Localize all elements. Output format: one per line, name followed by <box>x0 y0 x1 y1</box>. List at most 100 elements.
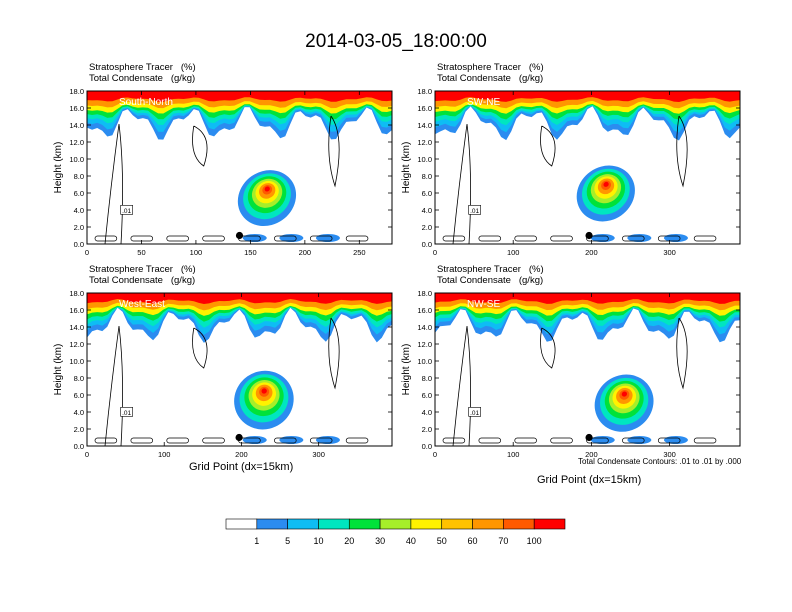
svg-text:.01: .01 <box>470 208 479 215</box>
colorbar-label: 40 <box>406 536 416 546</box>
y-axis-title: Height (km) <box>53 142 64 194</box>
y-tick-label: 8.0 <box>74 374 84 383</box>
plot-frame <box>434 292 741 447</box>
contour-label: .01 <box>468 407 481 417</box>
x-tick-label: 150 <box>244 248 257 257</box>
header-line2: Total Condensate (g/kg) <box>437 73 544 84</box>
y-tick-label: 2.0 <box>74 223 84 232</box>
colorbar-swatch <box>318 518 350 530</box>
header-line1: Stratosphere Tracer (%) <box>89 62 196 73</box>
plot-area: .01 <box>87 91 392 244</box>
colorbar-label: 60 <box>468 536 478 546</box>
y-tick-label: 16.0 <box>69 104 84 113</box>
panel-header-nw-se: Stratosphere Tracer (%) Total Condensate … <box>437 264 544 286</box>
panel-header-sw-ne: Stratosphere Tracer (%) Total Condensate … <box>437 62 544 84</box>
x-tick-label: 200 <box>299 248 312 257</box>
svg-text:.01: .01 <box>470 410 479 417</box>
y-tick-label: 18.0 <box>417 87 432 96</box>
y-tick-label: 16.0 <box>417 306 432 315</box>
y-axis-title: Height (km) <box>401 142 412 194</box>
panel-name: NW-SE <box>467 299 500 310</box>
header-line1: Stratosphere Tracer (%) <box>89 264 196 275</box>
y-tick-label: 14.0 <box>417 121 432 130</box>
y-tick-label: 10.0 <box>417 155 432 164</box>
contour-label: .01 <box>120 407 133 417</box>
x-tick-label: 200 <box>235 450 248 459</box>
colorbar-swatch <box>256 518 288 530</box>
colorbar-label: 100 <box>527 536 542 546</box>
x-tick-label: 200 <box>585 248 598 257</box>
y-tick-label: 14.0 <box>69 121 84 130</box>
colorbar-label: 20 <box>344 536 354 546</box>
y-tick-label: 18.0 <box>69 289 84 298</box>
colorbar-swatch <box>441 518 473 530</box>
y-tick-label: 10.0 <box>69 155 84 164</box>
colorbar-swatch <box>348 518 381 530</box>
y-tick-label: 6.0 <box>422 189 432 198</box>
y-tick-label: 14.0 <box>69 323 84 332</box>
y-tick-label: 8.0 <box>422 172 432 181</box>
y-tick-label: 6.0 <box>422 391 432 400</box>
y-tick-label: 16.0 <box>417 104 432 113</box>
y-tick-label: 12.0 <box>417 340 432 349</box>
contour-label: .01 <box>120 205 133 215</box>
x-tick-label: 0 <box>85 450 89 459</box>
figure-title: 2014-03-05_18:00:00 <box>305 31 487 52</box>
header-line2: Total Condensate (g/kg) <box>89 275 196 286</box>
panel-nw-se: .01 NW-SE 0.0 2.0 4.0 6.0 8.0 10.0 12.0 14.0 16.0 1… <box>401 289 741 459</box>
y-tick-label: 8.0 <box>74 172 84 181</box>
y-tick-label: 0.0 <box>422 240 432 249</box>
x-tick-label: 300 <box>663 248 676 257</box>
panel-sw-ne: .01 SW-NE 0.0 2.0 4.0 6.0 8.0 10.0 12.0 14.0 16.0 1… <box>401 87 741 257</box>
y-tick-label: 12.0 <box>417 138 432 147</box>
y-tick-label: 12.0 <box>69 340 84 349</box>
colorbar-swatch <box>472 518 504 530</box>
colorbar-label: 1 <box>254 536 259 546</box>
location-marker <box>585 231 593 240</box>
colorbar-swatch <box>410 518 443 530</box>
panel-west-east: .01 West-East 0.0 2.0 4.0 6.0 8.0 10.0 12.0 14.0 1… <box>53 289 393 459</box>
panel-name: West-East <box>119 299 165 310</box>
plot-frame <box>86 90 393 245</box>
y-tick-label: 2.0 <box>422 425 432 434</box>
colorbar: 1 5 10 20 30 40 50 60 70 100 <box>225 518 566 546</box>
y-tick-label: 4.0 <box>422 408 432 417</box>
y-tick-label: 4.0 <box>74 408 84 417</box>
colorbar-label: 5 <box>285 536 290 546</box>
panel-south-north: .01 South-North 0.0 2.0 4.0 6.0 8.0 10.0 12.0 14.… <box>53 87 393 257</box>
colorbar-swatch <box>503 518 535 530</box>
header-line2: Total Condensate (g/kg) <box>437 275 544 286</box>
x-tick-label: 100 <box>190 248 203 257</box>
location-marker <box>235 231 244 240</box>
y-tick-label: 18.0 <box>69 87 84 96</box>
header-line2: Total Condensate (g/kg) <box>89 73 196 84</box>
colorbar-swatch <box>225 518 258 530</box>
y-tick-label: 10.0 <box>417 357 432 366</box>
y-axis-title: Height (km) <box>401 344 412 396</box>
panel-name: SW-NE <box>467 97 500 108</box>
y-tick-label: 0.0 <box>422 442 432 451</box>
svg-text:.01: .01 <box>122 410 131 417</box>
y-tick-label: 0.0 <box>74 240 84 249</box>
y-tick-label: 12.0 <box>69 138 84 147</box>
svg-text:.01: .01 <box>122 208 131 215</box>
location-marker <box>585 433 593 442</box>
contour-label: .01 <box>468 205 481 215</box>
x-tick-label: 0 <box>85 248 89 257</box>
colorbar-swatch <box>533 518 566 530</box>
colorbar-label: 30 <box>375 536 385 546</box>
plot-area: .01 <box>435 293 740 446</box>
y-tick-label: 14.0 <box>417 323 432 332</box>
x-tick-label: 0 <box>433 248 437 257</box>
y-axis-title: Height (km) <box>53 344 64 396</box>
y-tick-label: 8.0 <box>422 374 432 383</box>
y-tick-label: 4.0 <box>74 206 84 215</box>
x-tick-label: 100 <box>507 450 520 459</box>
y-tick-label: 10.0 <box>69 357 84 366</box>
x-axis-title-west-east: Grid Point (dx=15km) <box>189 461 294 473</box>
y-tick-label: 0.0 <box>74 442 84 451</box>
y-tick-label: 4.0 <box>422 206 432 215</box>
x-tick-label: 100 <box>507 248 520 257</box>
x-tick-label: 300 <box>312 450 325 459</box>
